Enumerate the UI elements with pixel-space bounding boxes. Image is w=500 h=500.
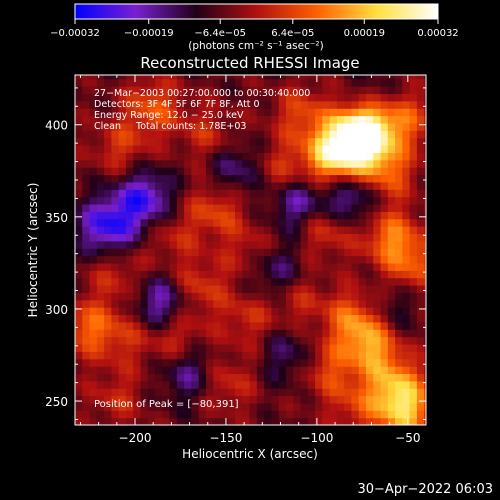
plot-frame (74, 74, 427, 426)
y-axis-label: Heliocentric Y (arcsec) (26, 183, 40, 318)
colorbar-tick-label: 6.4e−05 (271, 28, 314, 39)
x-tick-label: −100 (300, 431, 333, 445)
annotation-clean-counts: Clean Total counts: 1.78E+03 (94, 121, 246, 132)
y-tick-label: 250 (45, 395, 68, 409)
x-tick-label: −150 (209, 431, 242, 445)
y-tick-label: 300 (45, 303, 68, 317)
x-axis-label: Heliocentric X (arcsec) (182, 447, 318, 461)
colorbar-tick-label: 0.00019 (344, 28, 385, 39)
colorbar-tick-label: −6.4e−05 (194, 28, 246, 39)
colorbar-tick-label: 0.00032 (417, 28, 458, 39)
y-tick-label: 350 (45, 211, 68, 225)
heatmap-image (75, 75, 426, 425)
colorbar-unit-label: (photons cm⁻² s⁻¹ asec⁻²) (188, 40, 323, 52)
colorbar-tick-label: −0.00032 (50, 28, 100, 39)
annotation-block: 27−Mar−2003 00:27:00.000 to 00:30:40.000… (94, 88, 310, 132)
footer-timestamp: 30−Apr−2022 06:03 (358, 482, 494, 497)
colorbar (74, 3, 439, 20)
annotation-time-range: 27−Mar−2003 00:27:00.000 to 00:30:40.000 (94, 88, 310, 99)
colorbar-ticks: −0.00032 −0.00019 −6.4e−05 6.4e−05 0.00019 0.… (50, 19, 459, 39)
colorbar-tick-label: −0.00019 (124, 28, 174, 39)
annotation-energy-range: Energy Range: 12.0 − 25.0 keV (94, 110, 244, 121)
y-tick-label: 400 (45, 119, 68, 133)
y-axis: 250 300 350 400 (45, 87, 426, 420)
x-tick-label: −200 (119, 431, 152, 445)
annotation-detectors: Detectors: 3F 4F 5F 6F 7F 8F, Att 0 (94, 99, 260, 110)
chart-title: Reconstructed RHESSI Image (140, 54, 359, 72)
x-axis: −200 −150 −100 −50 (79, 75, 427, 445)
x-tick-label: −50 (395, 431, 420, 445)
peak-position-label: Position of Peak = [−80,391] (94, 399, 239, 410)
